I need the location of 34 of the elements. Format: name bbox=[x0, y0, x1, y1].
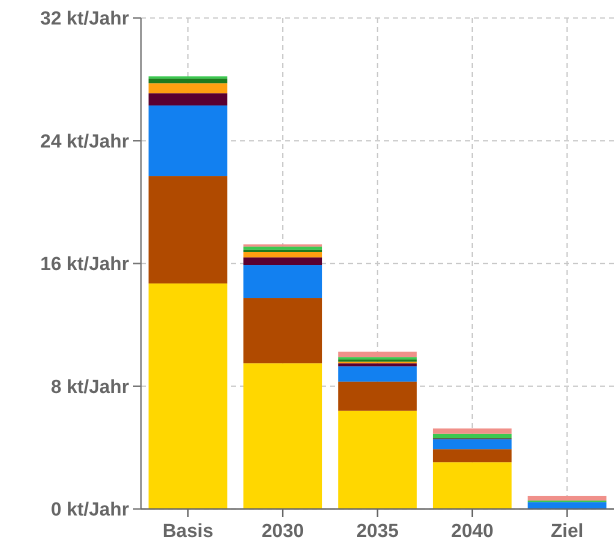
bar bbox=[338, 366, 417, 382]
y-tick-label: 24 kt/Jahr bbox=[40, 131, 130, 152]
bar bbox=[243, 298, 322, 364]
bar bbox=[243, 363, 322, 509]
bar bbox=[148, 105, 228, 176]
bar bbox=[148, 93, 228, 106]
bar bbox=[528, 502, 606, 509]
bar bbox=[338, 363, 417, 366]
bar bbox=[243, 257, 322, 266]
y-tick-label: 32 kt/Jahr bbox=[40, 8, 130, 30]
bar bbox=[338, 382, 417, 411]
bar bbox=[148, 83, 228, 94]
y-tick-label: 0 kt/Jahr bbox=[50, 500, 130, 521]
bar bbox=[148, 176, 228, 284]
x-tick-label: Basis bbox=[162, 521, 214, 542]
bar bbox=[148, 78, 228, 84]
x-tick-label: 2030 bbox=[262, 521, 304, 542]
bar bbox=[432, 434, 512, 438]
bar bbox=[432, 439, 512, 450]
y-tick-label: 8 kt/Jahr bbox=[50, 376, 130, 398]
bar bbox=[338, 410, 417, 509]
bar bbox=[243, 252, 322, 258]
bar bbox=[432, 462, 512, 509]
bar bbox=[432, 449, 512, 462]
bar bbox=[243, 265, 322, 298]
bar bbox=[243, 246, 322, 250]
y-tick-label: 16 kt/Jahr bbox=[40, 254, 130, 276]
bar bbox=[338, 352, 417, 358]
x-tick-label: 2040 bbox=[451, 521, 494, 542]
x-tick-label: 2035 bbox=[356, 521, 400, 542]
bar bbox=[148, 283, 228, 509]
bar bbox=[528, 496, 606, 501]
x-tick-label: Ziel bbox=[550, 521, 584, 542]
bar bbox=[432, 428, 512, 434]
